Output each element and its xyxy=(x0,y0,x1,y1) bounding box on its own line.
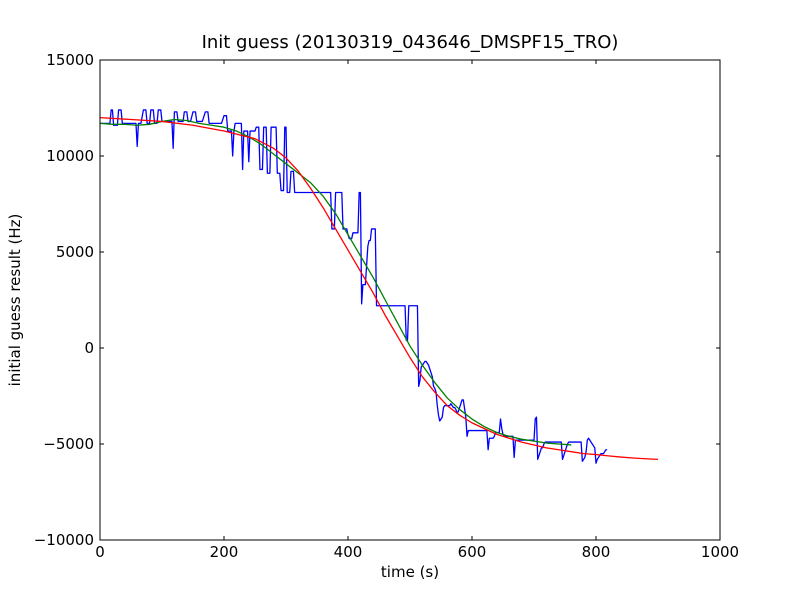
y-tick-label: −5000 xyxy=(43,435,94,453)
x-tick-label: 1000 xyxy=(701,543,739,561)
x-tick-label: 200 xyxy=(210,543,239,561)
series-layer xyxy=(99,109,659,464)
y-tick-label: 10000 xyxy=(46,147,94,165)
x-tick-label: 600 xyxy=(458,543,487,561)
plot-frame xyxy=(99,59,721,541)
y-tick-label: 0 xyxy=(84,339,94,357)
y-tick-label: −10000 xyxy=(34,531,94,549)
series-line-2 xyxy=(99,118,572,446)
series-line-1 xyxy=(100,109,608,464)
series-line-3 xyxy=(99,116,659,461)
x-tick-label: 0 xyxy=(95,543,105,561)
chart-title: Init guess (20130319_043646_DMSPF15_TRO) xyxy=(202,32,619,53)
x-tick-label: 400 xyxy=(334,543,363,561)
y-axis-label: initial guess result (Hz) xyxy=(6,214,24,387)
tick-layer: 0 200 400 600 800 1000 −10000 −5000 0 5000 10000 15… xyxy=(34,51,739,561)
plot-area xyxy=(100,60,720,540)
x-tick-label: 800 xyxy=(582,543,611,561)
y-tick-label: 5000 xyxy=(56,243,94,261)
x-axis-label: time (s) xyxy=(381,563,439,581)
y-tick-label: 15000 xyxy=(46,51,94,69)
